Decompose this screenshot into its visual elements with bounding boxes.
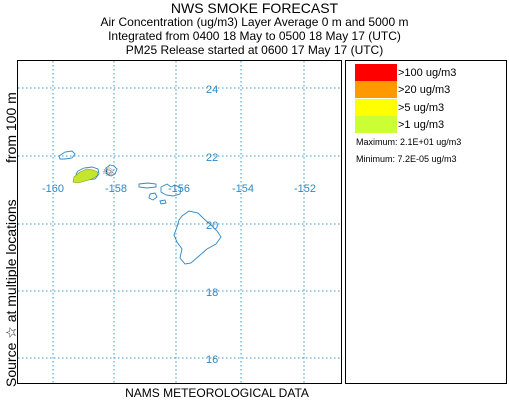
map-panel: 24 22 20 18 16 -160 -158 -156 -154 -152 … xyxy=(17,60,342,384)
lanai-coastline xyxy=(148,192,158,201)
maximum-value: Maximum: 2.1E+01 ug/m3 xyxy=(356,137,462,147)
legend-panel: >100 ug/m3 >20 ug/m3 >5 ug/m3 >1 ug/m3 M… xyxy=(345,60,507,384)
legend-label-1: >1 ug/m3 xyxy=(398,119,445,131)
chart-title: NWS SMOKE FORECAST xyxy=(170,0,339,16)
legend-label-100: >100 ug/m3 xyxy=(398,67,457,79)
hawaii-big-island-coastline xyxy=(173,210,222,265)
maui-coastline xyxy=(160,183,182,197)
minimum-value: Minimum: 7.2E-05 ug/m3 xyxy=(356,154,457,164)
source-marker-icon: ☆ xyxy=(106,166,111,173)
legend-swatch-100 xyxy=(355,64,397,81)
lat-label-16: 16 xyxy=(206,354,218,366)
source-marker-icon: ☆ xyxy=(102,169,107,176)
legend-swatch-20 xyxy=(355,81,397,98)
lon-label-152: -152 xyxy=(294,183,316,195)
source-marker-icon: ☆ xyxy=(108,170,113,177)
legend-label-20: >20 ug/m3 xyxy=(398,84,451,96)
lat-label-22: 22 xyxy=(206,152,218,164)
smoke-plume-area xyxy=(72,168,99,184)
lon-label-158: -158 xyxy=(105,183,127,195)
legend-swatch-5 xyxy=(355,99,397,116)
molokai-coastline xyxy=(138,182,157,189)
lat-label-18: 18 xyxy=(206,287,218,299)
legend-swatch-1 xyxy=(355,116,397,133)
source-marker-icon: ☆ xyxy=(109,168,114,175)
map-canvas: 24 22 20 18 16 -160 -158 -156 -154 -152 … xyxy=(18,61,341,383)
lon-label-154: -154 xyxy=(232,183,254,195)
oahu-coastline xyxy=(105,164,118,177)
lon-label-156: -156 xyxy=(168,183,190,195)
lon-label-160: -160 xyxy=(42,183,64,195)
source-marker-icon: ☆ xyxy=(105,171,110,178)
legend-label-5: >5 ug/m3 xyxy=(398,102,445,114)
lat-label-24: 24 xyxy=(206,84,218,96)
subtitle-concentration: Air Concentration (ug/m3) Layer Average … xyxy=(100,15,409,29)
niihau-coastline xyxy=(58,150,76,160)
subtitle-integration: Integrated from 0400 18 May to 0500 18 M… xyxy=(108,29,401,43)
footer-data-source: NAMS METEOROLOGICAL DATA xyxy=(125,386,309,400)
source-marker-icon: ☆ xyxy=(103,167,108,174)
kahoolawe-coastline xyxy=(159,199,167,205)
subtitle-release: PM25 Release started at 0600 17 May 17 (… xyxy=(125,43,384,57)
